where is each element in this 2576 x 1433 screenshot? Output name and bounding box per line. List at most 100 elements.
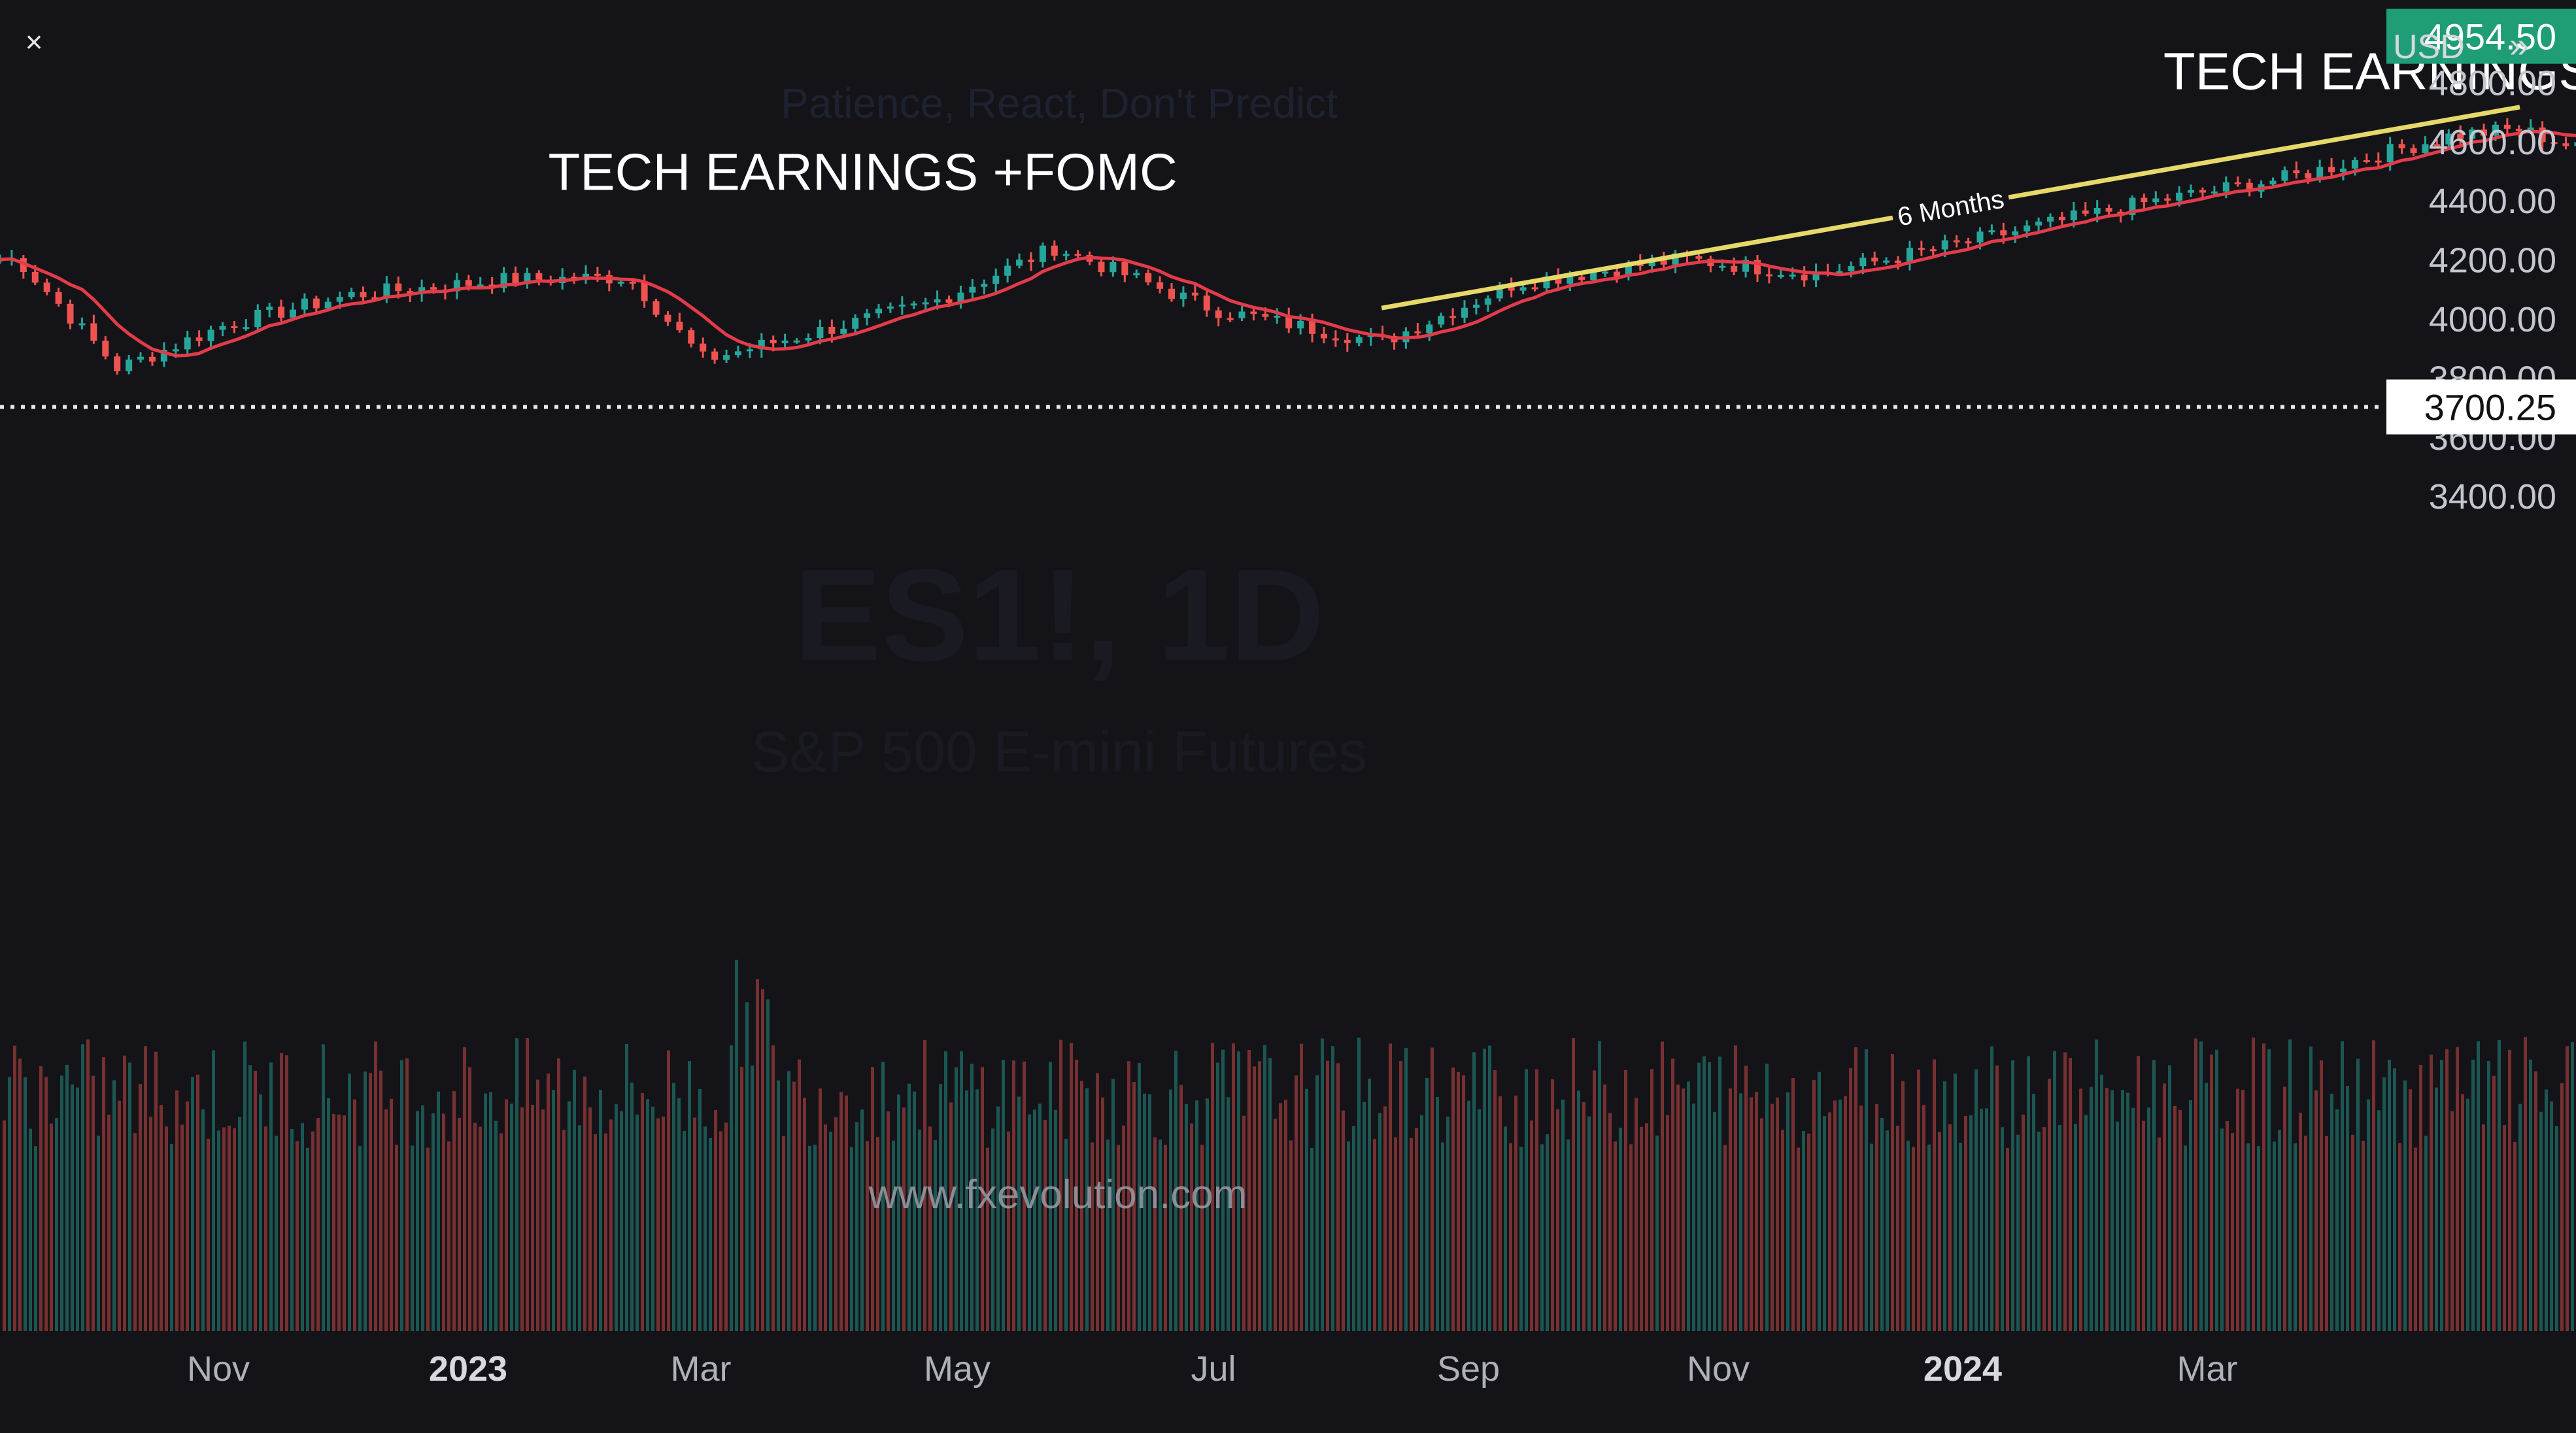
volume-bar: [1200, 1144, 1204, 1331]
x-tick-label[interactable]: Nov: [1687, 1349, 1750, 1389]
x-tick-label[interactable]: May: [924, 1349, 991, 1389]
x-tick-label[interactable]: 2024: [1924, 1349, 2002, 1389]
candle-body: [266, 306, 273, 310]
candle-body: [1168, 288, 1175, 299]
candle-body: [1426, 324, 1433, 333]
volume-bar: [1457, 1071, 1460, 1331]
volume-bar: [3, 1120, 6, 1331]
trendline-label-bg: [1890, 180, 2012, 235]
volume-bar: [2042, 1127, 2046, 1331]
volume-bar: [1980, 1108, 1983, 1331]
currency-label[interactable]: USD: [2393, 28, 2465, 66]
volume-bar: [902, 1107, 906, 1331]
candle-body: [1578, 277, 1585, 280]
volume-bar: [24, 1077, 27, 1331]
volume-bar: [1551, 1079, 1554, 1331]
volume-bar: [2152, 1060, 2156, 1331]
volume-bar: [13, 1045, 16, 1331]
candle-body: [477, 284, 484, 287]
candle-body: [1145, 273, 1152, 282]
volume-bar: [2110, 1090, 2114, 1331]
x-tick-label[interactable]: Mar: [2177, 1349, 2238, 1389]
volume-bar: [1818, 1071, 1821, 1331]
volume-bar: [1436, 1097, 1439, 1331]
volume-bar: [316, 1118, 320, 1331]
x-tick-label[interactable]: Jul: [1191, 1349, 1236, 1389]
volume-bar: [819, 1088, 822, 1331]
volume-bar: [1598, 1041, 1601, 1331]
volume-bar: [1676, 1084, 1680, 1331]
candle-body: [664, 314, 671, 322]
volume-bar: [1891, 1054, 1894, 1331]
volume-bar: [484, 1093, 487, 1331]
volume-bar: [1938, 1132, 1941, 1331]
volume-bar: [834, 1117, 838, 1331]
volume-bar: [301, 1123, 304, 1331]
x-tick-label[interactable]: Sep: [1437, 1349, 1500, 1389]
candle-body: [137, 356, 144, 360]
volume-bar: [1326, 1060, 1329, 1331]
volume-bar: [123, 1055, 126, 1331]
volume-bar: [803, 1098, 806, 1331]
candle-body: [1227, 318, 1234, 320]
x-tick-label[interactable]: Nov: [187, 1349, 250, 1389]
candle-body: [1988, 230, 1995, 233]
volume-bar: [1347, 1141, 1350, 1331]
candle-body: [1121, 261, 1128, 276]
volume-bar: [1708, 1062, 1711, 1331]
volume-bar: [285, 1055, 288, 1331]
volume-bar: [160, 1105, 163, 1331]
close-icon[interactable]: ×: [25, 25, 43, 59]
candle-body: [1016, 260, 1023, 266]
candle-body: [629, 281, 636, 284]
volume-bar: [358, 1145, 362, 1331]
volume-bar: [2163, 1083, 2166, 1331]
volume-bar: [405, 1058, 409, 1331]
volume-bar: [1624, 1070, 1627, 1331]
volume-bar: [1122, 1125, 1125, 1331]
time-axis[interactable]: Nov 2023 Mar May Jul Sep Nov 2024 Mar: [187, 1349, 2238, 1389]
volume-bar: [970, 1064, 974, 1331]
volume-bar: [714, 1109, 717, 1331]
price-axis[interactable]: 5000.004800.004600.004400.004200.004000.…: [2386, 5, 2576, 516]
volume-bar: [1943, 1081, 1946, 1331]
volume-bar: [531, 1104, 534, 1331]
volume-bar: [2236, 1088, 2239, 1331]
volume-bar: [2409, 1089, 2412, 1331]
volume-bar: [745, 1002, 749, 1331]
volume-bar: [871, 1066, 874, 1331]
candle-body: [2398, 144, 2405, 148]
volume-bar: [1519, 1147, 1523, 1331]
volume-bar: [1331, 1046, 1334, 1331]
candle-body: [348, 292, 355, 297]
volume-bar: [1258, 1061, 1261, 1331]
volume-bar: [557, 1058, 560, 1331]
volume-bar: [1729, 1088, 1732, 1331]
candle-body: [1074, 254, 1081, 256]
volume-bar: [1190, 1123, 1193, 1331]
x-tick-label[interactable]: 2023: [429, 1349, 507, 1389]
volume-bar: [1765, 1064, 1769, 1331]
volume-bar: [2419, 1064, 2422, 1331]
candle-body: [207, 329, 214, 341]
volume-bar: [1603, 1084, 1606, 1331]
volume-bar: [60, 1075, 63, 1331]
last-price-label: 4954.50: [2424, 16, 2556, 58]
volume-bar: [2477, 1041, 2480, 1331]
candle-body: [2035, 221, 2042, 226]
candle-body: [1941, 240, 1948, 250]
volume-bar: [1305, 1088, 1308, 1331]
volume-bar: [2555, 1126, 2558, 1331]
volume-bar: [1232, 1043, 1235, 1331]
volume-bar: [2105, 1088, 2109, 1331]
double-chevron-right-icon[interactable]: »: [2509, 25, 2530, 65]
candle-body: [219, 326, 226, 330]
volume-bar: [1284, 1100, 1287, 1331]
volume-bar: [1431, 1047, 1434, 1331]
volume-bar: [735, 960, 738, 1331]
x-tick-label[interactable]: Mar: [671, 1349, 732, 1389]
volume-bar: [395, 1144, 398, 1331]
candle-body: [922, 302, 929, 305]
volume-bar: [1990, 1046, 1993, 1331]
